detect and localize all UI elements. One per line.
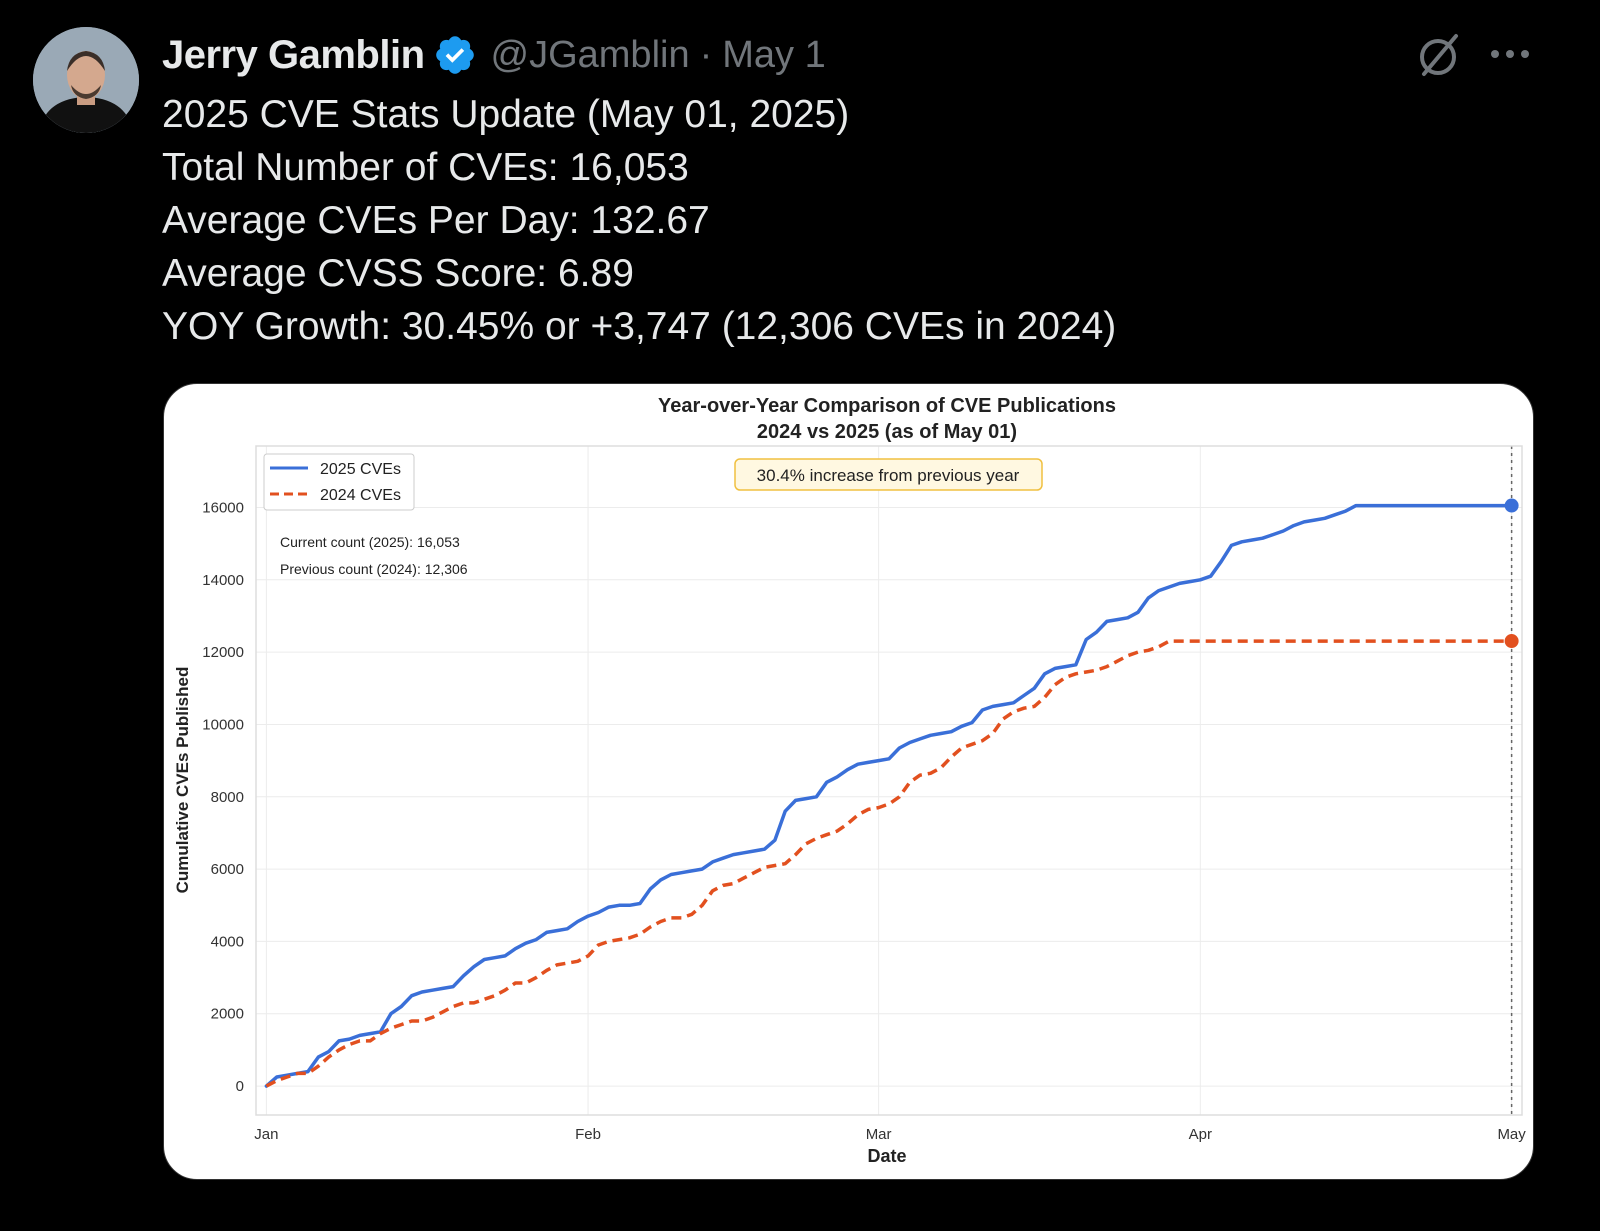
x-tick-label: Jan	[254, 1126, 278, 1143]
author-handle[interactable]: @JGamblin	[490, 33, 690, 76]
chart-grid	[256, 446, 1522, 1115]
tweet-header: Jerry Gamblin @JGamblin · May 1	[162, 30, 826, 80]
avatar-photo	[33, 27, 139, 133]
cve-chart: Year-over-Year Comparison of CVE Publica…	[173, 395, 1526, 1166]
y-tick-label: 2000	[211, 1006, 244, 1023]
tweet-line: Average CVEs Per Day: 132.67	[162, 199, 710, 242]
avatar[interactable]	[33, 27, 139, 133]
author-display-name[interactable]: Jerry Gamblin	[162, 32, 425, 77]
chart-legend: 2025 CVEs 2024 CVEs	[263, 453, 415, 511]
header-separator: ·	[699, 33, 713, 76]
chart-title: Year-over-Year Comparison of CVE Publica…	[658, 395, 1116, 417]
more-icon[interactable]	[1488, 36, 1532, 72]
series-endpoint-2024	[1504, 634, 1519, 649]
previous-count-text: Previous count (2024): 12,306	[280, 561, 468, 577]
x-tick-label: Apr	[1189, 1126, 1212, 1143]
x-axis-ticks: Jan Feb Mar Apr May	[254, 1126, 1526, 1143]
y-tick-label: 12000	[202, 644, 244, 661]
chart-subtitle: 2024 vs 2025 (as of May 01)	[757, 421, 1017, 443]
growth-annotation-box	[734, 458, 1043, 491]
chart-series	[264, 498, 1519, 1088]
x-tick-label: Mar	[866, 1126, 892, 1143]
series-line-2025	[264, 503, 1514, 1088]
legend-label-2025: 2025 CVEs	[320, 461, 401, 478]
x-axis-label: Date	[867, 1146, 906, 1166]
y-tick-label: 6000	[211, 861, 244, 878]
media-card[interactable]: Year-over-Year Comparison of CVE Publica…	[163, 383, 1534, 1180]
tweet-line: Total Number of CVEs: 16,053	[162, 146, 689, 189]
plot-frame	[255, 445, 1523, 1116]
y-tick-label: 10000	[202, 716, 244, 733]
x-tick-label: May	[1497, 1126, 1526, 1143]
grok-icon[interactable]	[1414, 30, 1464, 80]
legend-label-2024: 2024 CVEs	[320, 487, 401, 504]
series-endpoint-2025	[1504, 498, 1519, 513]
y-tick-label: 14000	[202, 572, 244, 589]
y-tick-label: 8000	[211, 789, 244, 806]
tweet-line: YOY Growth: 30.45% or +3,747 (12,306 CVE…	[162, 305, 1117, 348]
y-tick-label: 4000	[211, 933, 244, 950]
growth-annotation-text: 30.4% increase from previous year	[757, 466, 1020, 485]
tweet-line: 2025 CVE Stats Update (May 01, 2025)	[162, 93, 850, 136]
y-axis-label: Cumulative CVEs Published	[173, 667, 192, 894]
tweet-line: Average CVSS Score: 6.89	[162, 252, 634, 295]
series-line-2024	[265, 639, 1512, 1088]
y-axis-ticks: 0 2000 4000 6000 8000 10000 12000 14000 16000	[202, 499, 244, 1095]
current-count-text: Current count (2025): 16,053	[280, 534, 460, 550]
tweet-text: 2025 CVE Stats Update (May 01, 2025) Tot…	[162, 88, 1116, 353]
verified-badge-icon[interactable]	[433, 33, 477, 77]
growth-annotation: 30.4% increase from previous year	[734, 458, 1043, 491]
y-tick-label: 0	[236, 1078, 244, 1095]
y-tick-label: 16000	[202, 499, 244, 516]
tweet-date[interactable]: May 1	[722, 33, 826, 76]
x-tick-label: Feb	[575, 1126, 601, 1143]
